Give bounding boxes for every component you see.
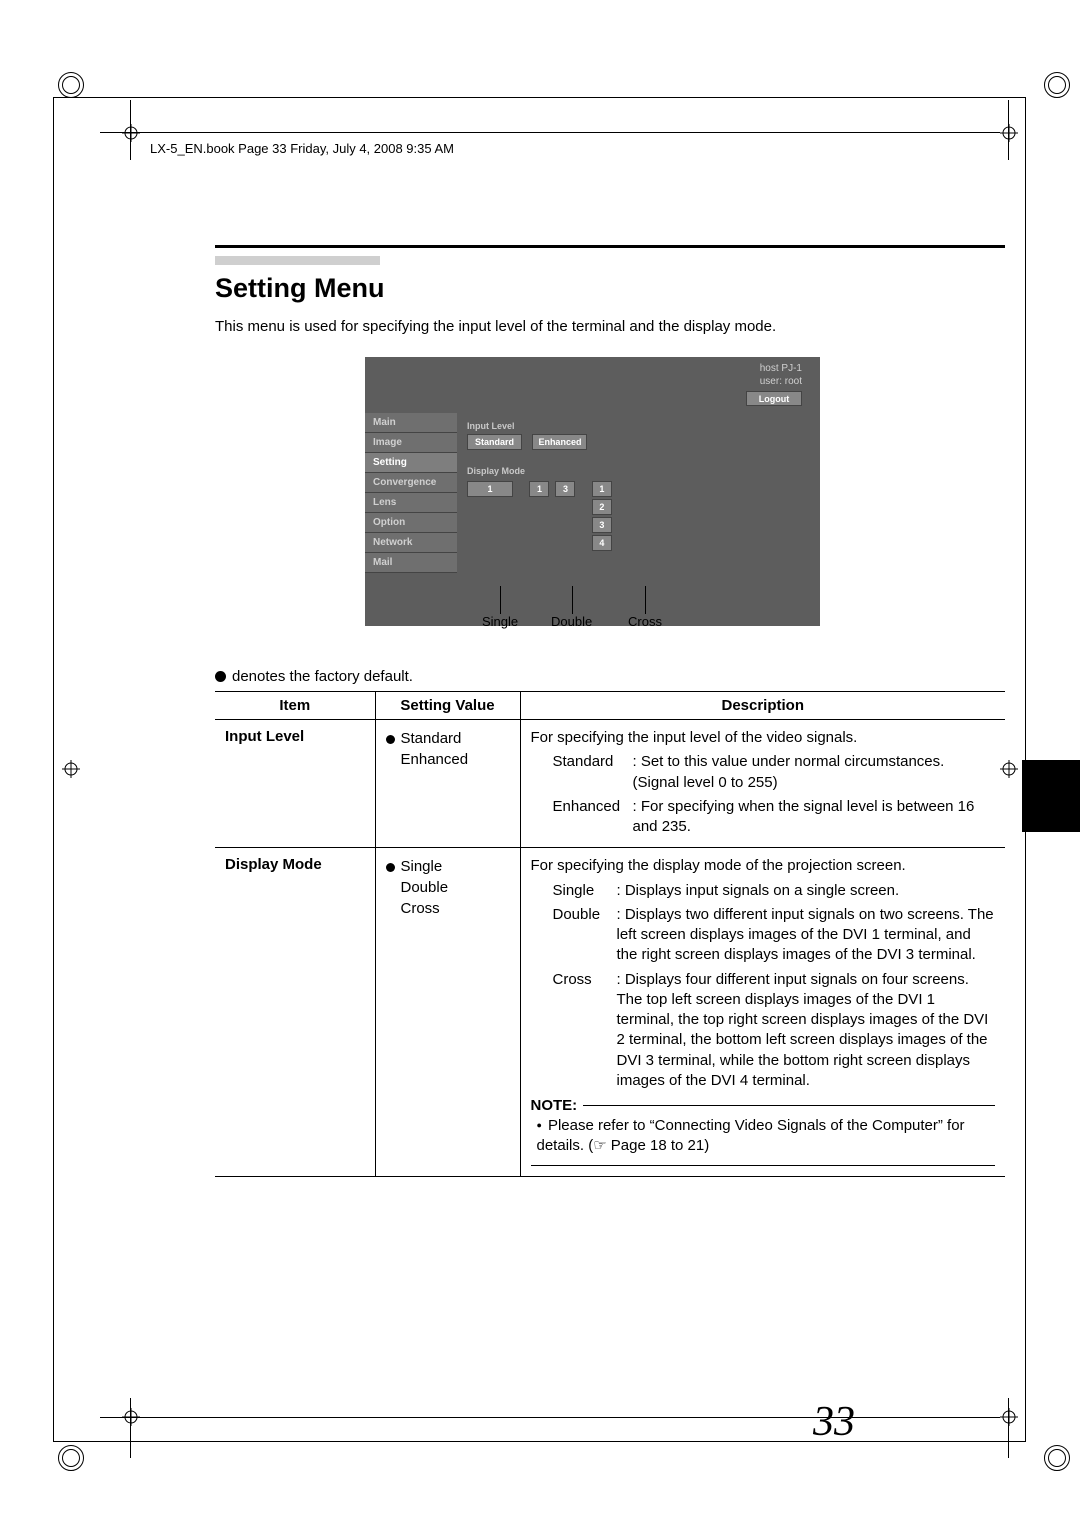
row-item-label: Display Mode [225, 856, 322, 873]
desc-key: Double [553, 905, 617, 966]
note-title: NOTE: [531, 1096, 584, 1116]
input-level-enhanced-button[interactable]: Enhanced [532, 434, 587, 450]
section-subrule [215, 256, 380, 265]
factory-default-legend: denotes the factory default. [215, 668, 1005, 685]
display-mode-cross-1-button[interactable]: 1 [592, 481, 612, 497]
desc-key: Single [553, 881, 617, 901]
callout-single: Single [482, 614, 518, 629]
note-box: NOTE: Please refer to “Connecting Video … [531, 1105, 996, 1166]
desc-value: : For specifying when the signal level i… [633, 797, 996, 838]
page-number: 33 [813, 1398, 855, 1446]
crop-mark [1044, 72, 1070, 98]
desc-key: Cross [553, 970, 617, 1092]
crop-mark [58, 72, 84, 98]
section-title: Setting Menu [215, 273, 1005, 304]
logout-button[interactable]: Logout [746, 391, 802, 406]
menu-item-network[interactable]: Network [365, 533, 457, 553]
user-label: user: root [760, 376, 802, 389]
bullet-icon [386, 735, 395, 744]
desc-key: Enhanced [553, 797, 633, 838]
section-rule [215, 245, 1005, 248]
col-setting-value: Setting Value [375, 692, 520, 720]
menu-item-main[interactable]: Main [365, 413, 457, 433]
callout-cross: Cross [628, 614, 662, 629]
menu-item-lens[interactable]: Lens [365, 493, 457, 513]
desc-value: : Displays input signals on a single scr… [617, 881, 996, 901]
ui-screenshot: host PJ-1 user: root Logout Main Image S… [365, 357, 820, 626]
input-level-label: Input Level [467, 421, 810, 431]
menu-item-setting[interactable]: Setting [365, 453, 457, 473]
display-mode-label: Display Mode [467, 466, 810, 476]
side-tab [1022, 760, 1080, 832]
desc-lead: For specifying the input level of the vi… [531, 728, 996, 748]
desc-value: : Displays four different input signals … [617, 970, 996, 1092]
setting-value: Standard [386, 728, 510, 749]
content-area: Setting Menu This menu is used for speci… [215, 245, 1005, 1177]
col-description: Description [520, 692, 1005, 720]
factory-default-text: denotes the factory default. [232, 668, 413, 685]
setting-value: Single [386, 856, 510, 877]
table-row: Display Mode Single Double Cross For spe… [215, 848, 1005, 1176]
settings-table: Item Setting Value Description Input Lev… [215, 691, 1005, 1177]
host-label: host PJ-1 [760, 363, 802, 376]
host-user-block: host PJ-1 user: root [760, 363, 802, 388]
doc-header-path: LX-5_EN.book Page 33 Friday, July 4, 200… [150, 141, 454, 156]
table-row: Input Level Standard Enhanced For specif… [215, 720, 1005, 848]
display-mode-cross-4-button[interactable]: 4 [592, 535, 612, 551]
menu-item-image[interactable]: Image [365, 433, 457, 453]
crop-mark [1044, 1445, 1070, 1471]
bullet-icon [215, 671, 226, 682]
setting-value-label: Double [401, 877, 510, 898]
row-item-label: Input Level [225, 728, 304, 745]
display-mode-double-3-button[interactable]: 3 [555, 481, 575, 497]
setting-value-label: Standard [401, 730, 462, 747]
input-level-standard-button[interactable]: Standard [467, 434, 522, 450]
note-body: Please refer to “Connecting Video Signal… [537, 1116, 996, 1157]
desc-value: : Displays two different input signals o… [617, 905, 996, 966]
col-item: Item [215, 692, 375, 720]
bullet-icon [386, 863, 395, 872]
callouts: Single Double Cross [365, 586, 820, 626]
desc-value: : Set to this value under normal circums… [633, 752, 996, 793]
setting-value-label: Single [401, 858, 443, 875]
setting-value-label: Enhanced [401, 749, 510, 770]
menu-item-convergence[interactable]: Convergence [365, 473, 457, 493]
desc-key: Standard [553, 752, 633, 793]
crop-mark [58, 1445, 84, 1471]
section-description: This menu is used for specifying the inp… [215, 318, 1005, 335]
display-mode-single-button[interactable]: 1 [467, 481, 513, 497]
callout-double: Double [551, 614, 592, 629]
desc-lead: For specifying the display mode of the p… [531, 856, 996, 876]
display-mode-cross-2-button[interactable]: 2 [592, 499, 612, 515]
menu-item-mail[interactable]: Mail [365, 553, 457, 573]
setting-value-label: Cross [401, 898, 510, 919]
display-mode-cross-3-button[interactable]: 3 [592, 517, 612, 533]
display-mode-double-1-button[interactable]: 1 [529, 481, 549, 497]
menu-item-option[interactable]: Option [365, 513, 457, 533]
